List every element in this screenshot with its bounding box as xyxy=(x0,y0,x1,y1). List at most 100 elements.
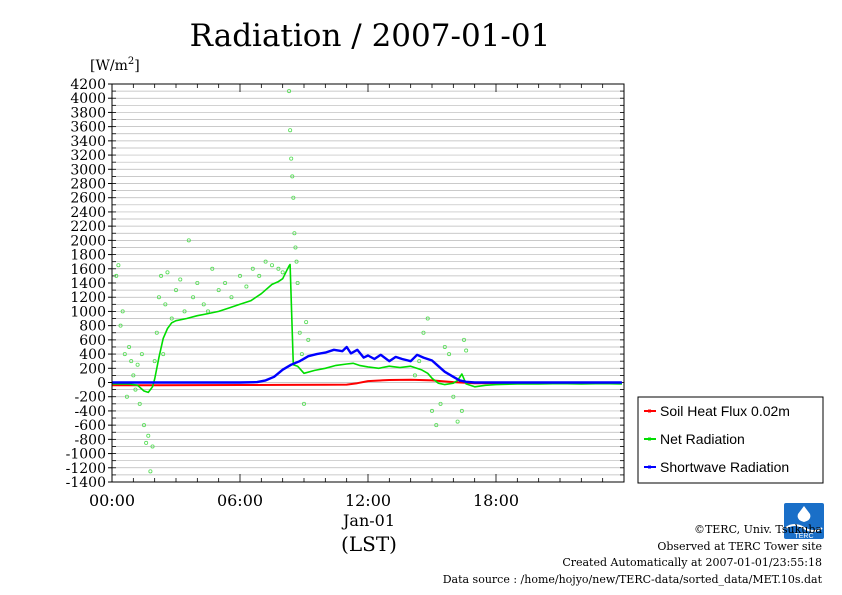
scatter-point xyxy=(442,344,447,349)
scatter-point xyxy=(114,273,119,278)
y-tick-label: -600 xyxy=(75,418,106,434)
y-tick-label: 1800 xyxy=(70,248,106,264)
y-tick-label: 1000 xyxy=(70,304,106,320)
net-radiation-scatter xyxy=(114,89,469,474)
scatter-point xyxy=(139,352,144,357)
plot-frame xyxy=(111,83,625,483)
y-tick-label: 4200 xyxy=(70,77,106,93)
y-tick-label: -400 xyxy=(75,404,106,420)
y-tick-label: 2200 xyxy=(70,219,106,235)
y-tick-label: 3800 xyxy=(70,105,106,121)
scatter-point xyxy=(144,440,149,445)
source-text: Data source : /home/hojyo/new/TERC-data/… xyxy=(443,573,823,586)
scatter-point xyxy=(127,344,132,349)
scatter-point xyxy=(417,359,422,364)
scatter-point xyxy=(210,266,215,271)
y-tick-label: 800 xyxy=(79,319,106,335)
scatter-point xyxy=(292,231,297,236)
x-tick-labels: 00:00 06:00 12:00 18:00 xyxy=(89,491,519,510)
scatter-point xyxy=(434,423,439,428)
scatter-point xyxy=(216,288,221,293)
scatter-point xyxy=(297,330,302,335)
scatter-point xyxy=(195,280,200,285)
scatter-point xyxy=(301,401,306,406)
scatter-point xyxy=(154,330,159,335)
y-tick-label: 3200 xyxy=(70,148,106,164)
y-tick-label: 2400 xyxy=(70,205,106,221)
scatter-point xyxy=(137,401,142,406)
scatter-point xyxy=(161,352,166,357)
scatter-point xyxy=(299,352,304,357)
y-tick-label: -1400 xyxy=(66,475,106,491)
scatter-point xyxy=(421,330,426,335)
scatter-point xyxy=(156,295,161,300)
scatter-point xyxy=(148,469,153,474)
y-tick-label: 0 xyxy=(97,376,106,392)
y-tick-label: 1400 xyxy=(70,276,106,292)
scatter-point xyxy=(287,89,292,94)
series-line xyxy=(112,345,622,384)
y-tick-label: 600 xyxy=(79,333,106,349)
scatter-point xyxy=(122,352,127,357)
scatter-point xyxy=(250,266,255,271)
scatter-point xyxy=(186,238,191,243)
scatter-point xyxy=(223,280,228,285)
scatter-point xyxy=(291,195,296,200)
copyright-text: ©TERC, Univ. Tsukuba xyxy=(694,523,822,536)
scatter-point xyxy=(146,433,151,438)
scatter-point xyxy=(412,373,417,378)
scatter-point xyxy=(461,337,466,342)
x-axis-sublabel: (LST) xyxy=(341,532,397,556)
scatter-point xyxy=(429,408,434,413)
scatter-point xyxy=(152,359,157,364)
scatter-point xyxy=(169,316,174,321)
scatter-point xyxy=(269,263,274,268)
scatter-point xyxy=(425,316,430,321)
y-tick-label: 3000 xyxy=(70,162,106,178)
scatter-point xyxy=(201,302,206,307)
legend-marker xyxy=(648,465,651,469)
y-tick-label: -800 xyxy=(75,432,106,448)
scatter-point xyxy=(244,284,249,289)
scatter-point xyxy=(295,280,300,285)
scatter-point xyxy=(455,419,460,424)
scatter-point xyxy=(290,174,295,179)
y-tick-label: -1000 xyxy=(66,447,106,463)
x-tick-label: 00:00 xyxy=(89,491,135,510)
y-tick-labels: -1400-1200-1000-800-600-400-200020040060… xyxy=(66,77,106,491)
grid-lines xyxy=(112,83,624,483)
wave-icon xyxy=(785,524,823,532)
series-line xyxy=(112,263,622,394)
scatter-point xyxy=(294,259,299,264)
chart-title: Radiation / 2007-01-01 xyxy=(190,18,551,54)
y-tick-label: 3400 xyxy=(70,134,106,150)
scatter-point xyxy=(451,394,456,399)
scatter-point xyxy=(120,309,125,314)
axis-ticks xyxy=(108,83,625,483)
y-tick-label: 3600 xyxy=(70,120,106,136)
legend-marker xyxy=(648,409,651,413)
scatter-point xyxy=(118,323,123,328)
scatter-point xyxy=(464,348,469,353)
legend-marker xyxy=(648,437,651,441)
water-drop-icon xyxy=(797,506,811,522)
scatter-point xyxy=(163,302,168,307)
y-tick-label: 1200 xyxy=(70,290,106,306)
scatter-point xyxy=(178,277,183,282)
scatter-point xyxy=(288,128,293,133)
y-tick-label: 2600 xyxy=(70,191,106,207)
scatter-point xyxy=(304,320,309,325)
scatter-point xyxy=(229,295,234,300)
scatter-point xyxy=(182,309,187,314)
scatter-point xyxy=(447,352,452,357)
scatter-point xyxy=(173,288,178,293)
x-tick-label: 18:00 xyxy=(473,491,519,510)
site-text: Observed at TERC Tower site xyxy=(657,540,822,553)
scatter-point xyxy=(133,387,138,392)
scatter-point xyxy=(237,273,242,278)
scatter-point xyxy=(306,337,311,342)
x-tick-label: 06:00 xyxy=(217,491,263,510)
y-axis-unit: [W/m2] xyxy=(90,56,140,74)
terc-logo: TERC xyxy=(784,503,824,540)
